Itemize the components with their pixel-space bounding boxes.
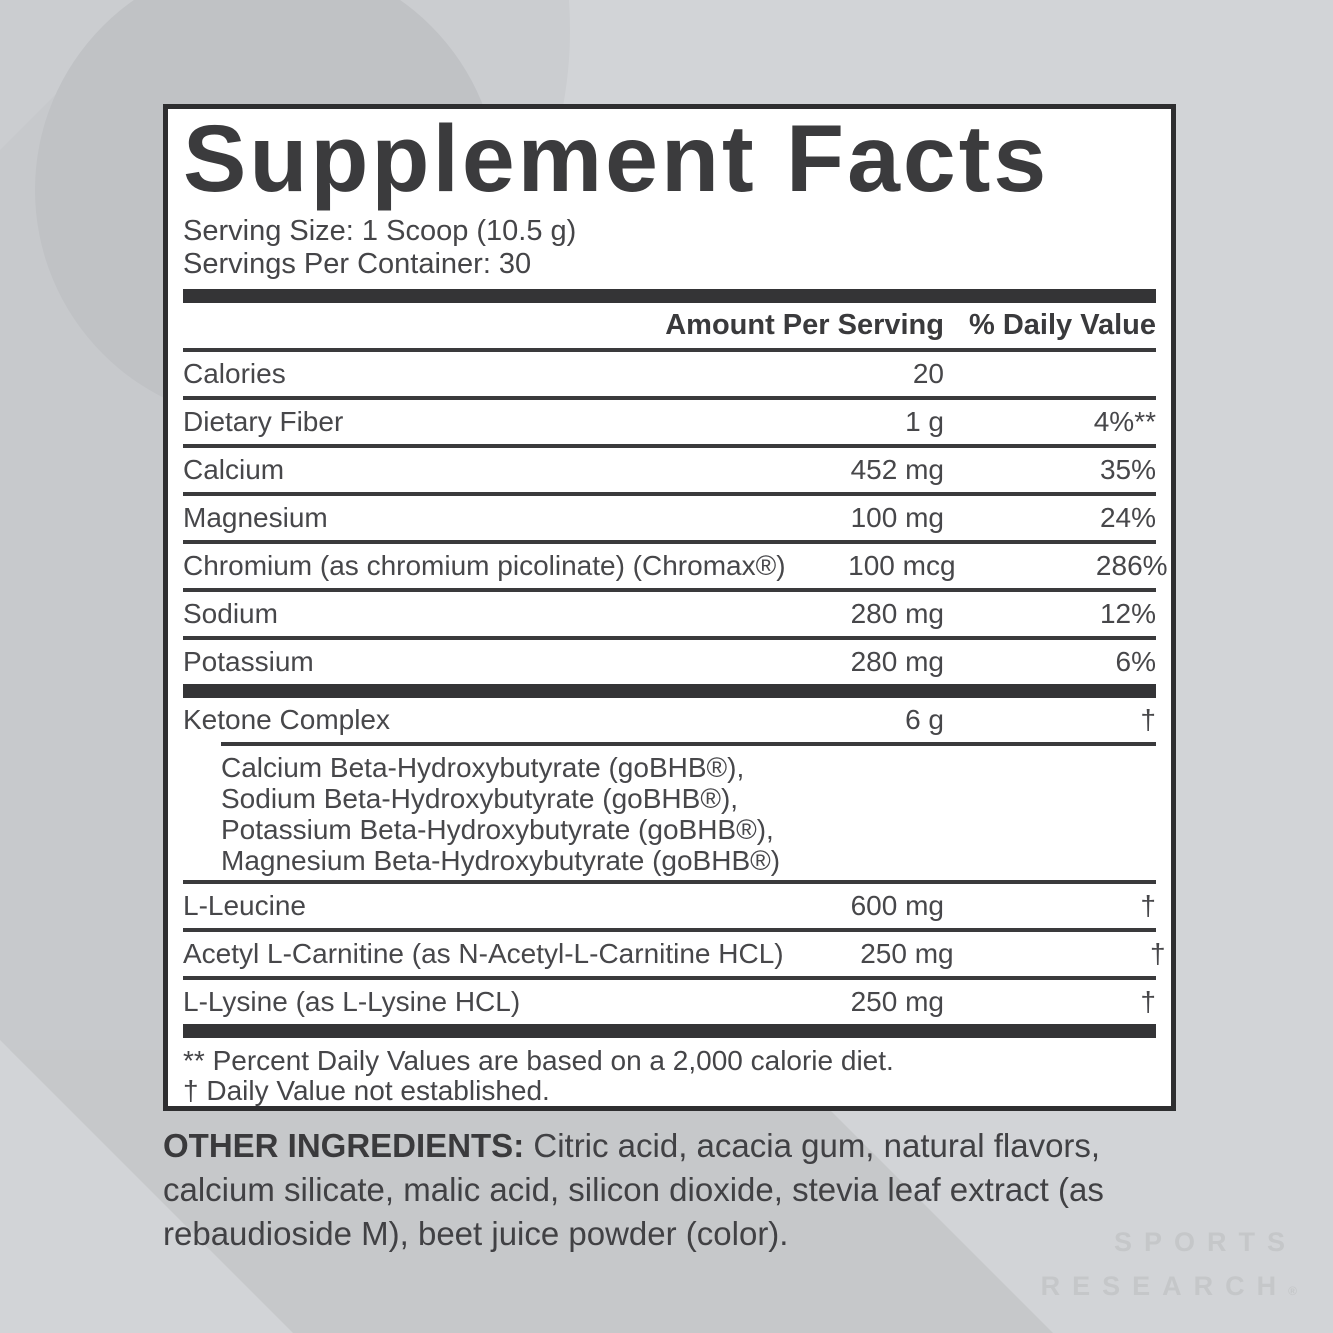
nutrient-name: Dietary Fiber	[183, 406, 344, 437]
thick-bar	[183, 289, 1156, 303]
nutrient-name: Sodium	[183, 598, 278, 629]
nutrient-amount: 452 mg	[850, 454, 944, 485]
nutrient-amount: 250 mg	[850, 986, 944, 1017]
footnotes: ** Percent Daily Values are based on a 2…	[183, 1038, 1156, 1106]
ketone-divider	[221, 742, 1156, 746]
nutrient-name: Calcium	[183, 454, 285, 485]
nutrient-amount: 280 mg	[850, 598, 944, 629]
registered-mark: ®	[1288, 1284, 1297, 1298]
footnote-daily-values: ** Percent Daily Values are based on a 2…	[183, 1045, 894, 1076]
thick-bar	[183, 1024, 1156, 1038]
nutrient-amount: 250 mg	[860, 938, 954, 969]
nutrient-rows: Calories 20 Dietary Fiber 1 g 4%** Calci…	[183, 352, 1168, 684]
brand-watermark-line2: RESEARCH®	[1040, 1271, 1297, 1301]
nutrient-dv: †	[1140, 704, 1156, 735]
nutrient-dv: †	[1140, 986, 1156, 1017]
table-row-calcium: Calcium 452 mg 35%	[183, 448, 1156, 496]
amino-rows: L-Leucine 600 mg † Acetyl L-Carnitine (a…	[183, 884, 1166, 1024]
nutrient-amount: 20	[912, 358, 944, 389]
section-divider	[183, 880, 1156, 884]
table-row-potassium: Potassium 280 mg 6%	[183, 640, 1156, 684]
servings-per-container: Servings Per Container: 30	[183, 248, 532, 280]
nutrient-amount: 1 g	[905, 406, 944, 437]
header-divider	[183, 348, 1156, 352]
nutrient-name: L-Leucine	[183, 890, 306, 921]
column-header-amount: Amount Per Serving	[665, 309, 944, 341]
nutrient-name: L-Lysine (as L-Lysine HCL)	[183, 986, 521, 1017]
nutrient-dv: 24%	[1099, 502, 1156, 533]
sub-ingredient-line: Potassium Beta-Hydroxybutyrate (goBHB®),	[221, 814, 774, 845]
sub-ingredient-line: Magnesium Beta-Hydroxybutyrate (goBHB®)	[221, 845, 781, 876]
table-row-acetyl-l-carnitine: Acetyl L-Carnitine (as N-Acetyl-L-Carnit…	[183, 932, 1166, 980]
nutrient-dv: 35%	[1099, 454, 1156, 485]
nutrient-name: Potassium	[183, 646, 314, 677]
brand-watermark-line1: SPORTS	[1113, 1227, 1297, 1257]
nutrient-name: Ketone Complex	[183, 704, 391, 735]
table-row-sodium: Sodium 280 mg 12%	[183, 592, 1156, 640]
nutrient-name: Magnesium	[183, 502, 328, 533]
column-header-row: Amount Per Serving % Daily Value	[183, 303, 1156, 348]
nutrient-dv: 6%	[1115, 646, 1156, 677]
nutrient-name: Calories	[183, 358, 286, 389]
serving-size: Serving Size: 1 Scoop (10.5 g)	[183, 215, 577, 247]
nutrient-name: Chromium (as chromium picolinate) (Chrom…	[183, 550, 786, 581]
nutrient-amount: 100 mg	[850, 502, 944, 533]
thick-bar	[183, 684, 1156, 698]
sub-ingredient-line: Calcium Beta-Hydroxybutyrate (goBHB®),	[221, 752, 745, 783]
nutrient-amount: 6 g	[905, 704, 944, 735]
table-row-ketone-complex: Ketone Complex 6 g †	[183, 698, 1156, 742]
nutrient-amount: 100 mcg	[848, 550, 956, 581]
nutrient-dv: †	[1140, 890, 1156, 921]
table-row-l-lysine: L-Lysine (as L-Lysine HCL) 250 mg †	[183, 980, 1156, 1024]
table-row-dietary-fiber: Dietary Fiber 1 g 4%**	[183, 400, 1156, 448]
other-ingredients: OTHER INGREDIENTS: Citric acid, acacia g…	[163, 1124, 1153, 1256]
nutrient-dv: 286%	[1095, 550, 1168, 581]
footnote-dagger: † Daily Value not established.	[183, 1075, 550, 1106]
other-ingredients-label: OTHER INGREDIENTS:	[163, 1127, 525, 1164]
panel-title: Supplement Facts	[183, 106, 1050, 212]
nutrient-dv: †	[1150, 938, 1166, 969]
table-row-l-leucine: L-Leucine 600 mg †	[183, 884, 1156, 932]
ketone-sub-ingredients: Calcium Beta-Hydroxybutyrate (goBHB®), S…	[183, 746, 1156, 880]
nutrient-name: Acetyl L-Carnitine (as N-Acetyl-L-Carnit…	[183, 938, 784, 969]
nutrient-dv: 12%	[1099, 598, 1156, 629]
supplement-facts-panel: Supplement Facts Serving Size: 1 Scoop (…	[163, 104, 1176, 1111]
table-row-magnesium: Magnesium 100 mg 24%	[183, 496, 1156, 544]
nutrient-amount: 280 mg	[850, 646, 944, 677]
table-row-chromium: Chromium (as chromium picolinate) (Chrom…	[183, 544, 1168, 592]
nutrient-dv: 4%**	[1093, 406, 1156, 437]
brand-watermark: SPORTS RESEARCH®	[1041, 1220, 1297, 1313]
table-row-calories: Calories 20	[183, 352, 1156, 400]
nutrient-amount: 600 mg	[850, 890, 944, 921]
sub-ingredient-line: Sodium Beta-Hydroxybutyrate (goBHB®),	[221, 783, 739, 814]
other-ingredients-text: Citric acid, acacia gum, natural flavors…	[163, 1127, 1104, 1252]
column-header-daily-value: % Daily Value	[969, 309, 1156, 341]
